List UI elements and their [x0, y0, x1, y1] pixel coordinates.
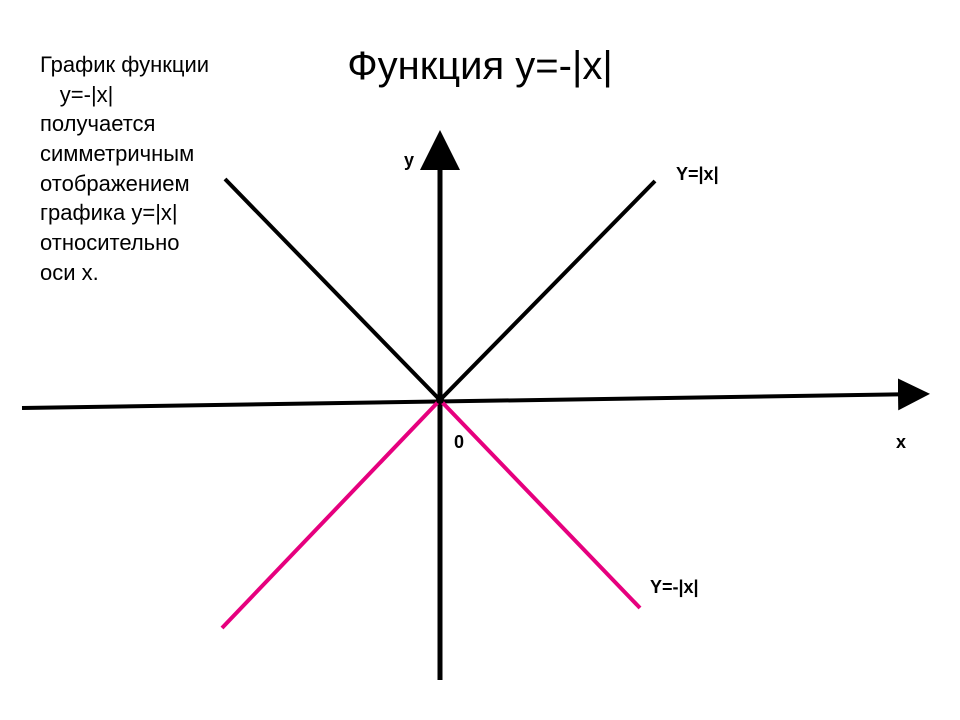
x-axis: [22, 394, 922, 408]
origin-dot: [436, 396, 444, 404]
function-plot: [0, 0, 960, 720]
abs-function-label: Y=|x|: [676, 164, 719, 185]
x-axis-label: x: [896, 432, 906, 453]
y-axis-label: y: [404, 150, 414, 171]
origin-label: 0: [454, 432, 464, 453]
neg-abs-function-label: Y=-|x|: [650, 577, 699, 598]
diagram-stage: Функция y=-|x| График функции y=-|x| пол…: [0, 0, 960, 720]
neg-abs-function-line: [222, 400, 640, 628]
